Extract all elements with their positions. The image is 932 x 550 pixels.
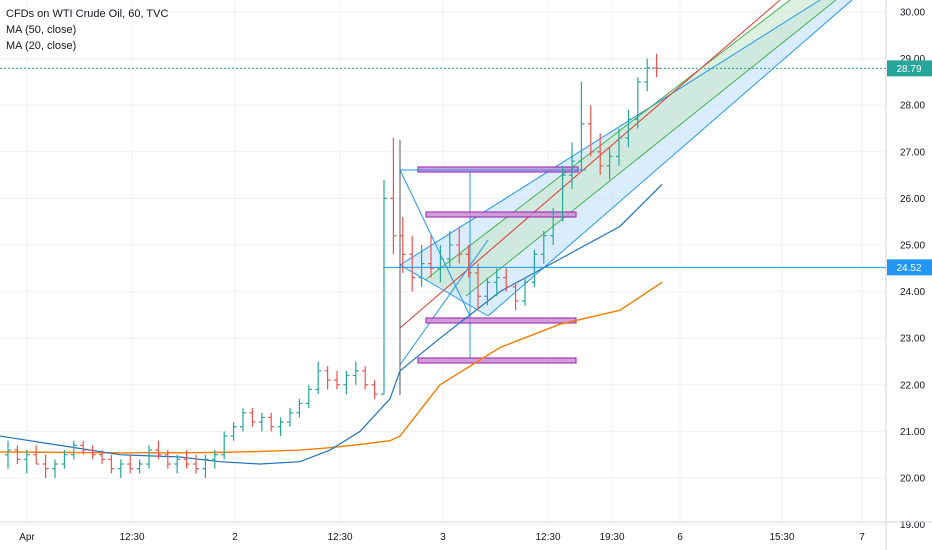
channel-upper-line xyxy=(399,0,821,266)
last-price-tag: 28.79 xyxy=(896,64,921,75)
hline-price-tag-bg xyxy=(887,259,932,276)
y-tick-label: 26.00 xyxy=(900,194,925,205)
y-tick-label: 23.00 xyxy=(900,334,925,345)
fib-boxes[interactable] xyxy=(400,166,586,364)
x-tick-label: 12:30 xyxy=(327,532,352,543)
x-tick-label: 15:30 xyxy=(769,532,794,543)
ma50-legend: MA (50, close) xyxy=(6,24,77,36)
y-tick-label: 24.00 xyxy=(900,287,925,298)
y-tick-label: 22.00 xyxy=(900,380,925,391)
channel-inner-lower xyxy=(465,0,837,297)
x-tick-label: 3 xyxy=(440,532,446,543)
channel-diag xyxy=(399,169,471,317)
ohlc-bars xyxy=(5,53,660,478)
channel-inner-upper xyxy=(424,0,791,281)
price-tags: 28.79 24.52 xyxy=(0,60,932,276)
chart-title: CFDs on WTI Crude Oil, 60, TVC xyxy=(6,8,169,20)
x-tick-label: Apr xyxy=(19,532,35,543)
y-tick-label: 30.00 xyxy=(900,8,925,19)
y-tick-label: 29.00 xyxy=(900,54,925,65)
channel-inner-fill xyxy=(425,0,836,296)
ma20-line xyxy=(0,183,663,465)
x-tick-label: 19:30 xyxy=(599,532,624,543)
fib-box xyxy=(425,317,577,324)
ma50-line xyxy=(0,281,663,454)
y-tick-label: 20.00 xyxy=(900,474,925,485)
channel-base xyxy=(399,264,489,317)
ma20-legend: MA (20, close) xyxy=(6,40,77,52)
y-tick-label: 28.00 xyxy=(900,101,925,112)
x-tick-label: 7 xyxy=(859,532,865,543)
fib-box xyxy=(417,357,577,364)
last-price-tag-bg xyxy=(887,60,932,77)
y-tick-label: 27.00 xyxy=(900,147,925,158)
moving-averages xyxy=(0,183,663,465)
x-tick-label: 2 xyxy=(232,532,238,543)
y-tick-label: 19.00 xyxy=(900,520,925,531)
x-tick-label: 6 xyxy=(677,532,683,543)
y-tick-label: 25.00 xyxy=(900,241,925,252)
channel-median xyxy=(399,0,781,329)
y-tick-label: 21.00 xyxy=(900,427,925,438)
channel-lower-line xyxy=(487,0,853,317)
channel-diag-2 xyxy=(399,239,489,366)
x-tick-label: 12:30 xyxy=(119,532,144,543)
legend: CFDs on WTI Crude Oil, 60, TVC MA (50, c… xyxy=(6,6,168,54)
fib-box xyxy=(425,211,577,218)
regression-channel[interactable] xyxy=(399,0,853,395)
hline-price-tag: 24.52 xyxy=(896,263,921,274)
x-tick-label: 12:30 xyxy=(535,532,560,543)
